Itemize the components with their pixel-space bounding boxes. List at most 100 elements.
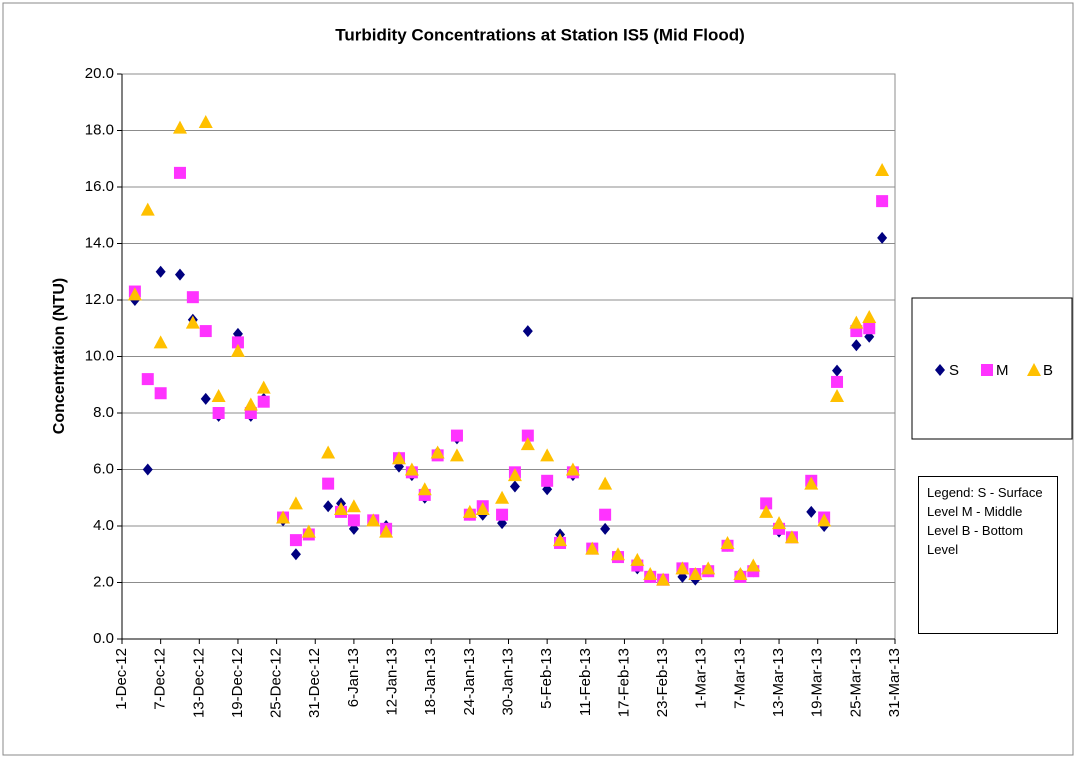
point — [851, 339, 862, 352]
point — [154, 387, 167, 400]
point — [212, 407, 225, 419]
point — [153, 335, 168, 349]
point — [806, 505, 817, 518]
x-tick-label: 31-Dec-12 — [306, 648, 323, 718]
point — [760, 497, 773, 510]
point — [862, 309, 877, 323]
y-tick-label: 4.0 — [93, 517, 114, 534]
point — [520, 437, 535, 451]
point — [186, 291, 199, 304]
y-tick-label: 16.0 — [85, 178, 114, 195]
point — [211, 389, 226, 403]
y-tick-label: 10.0 — [85, 347, 114, 364]
point — [289, 534, 302, 547]
point — [831, 375, 844, 388]
point — [379, 524, 394, 538]
point — [230, 343, 245, 357]
point — [720, 535, 735, 549]
point — [600, 522, 611, 535]
point — [540, 448, 555, 462]
point — [830, 389, 845, 403]
point — [391, 451, 406, 465]
point — [322, 477, 335, 490]
y-tick-label: 6.0 — [93, 460, 114, 477]
point — [462, 504, 477, 518]
point — [185, 315, 200, 329]
point — [301, 524, 316, 538]
point — [449, 448, 464, 462]
point — [784, 530, 799, 544]
y-axis-title: Concentration (NTU) — [51, 278, 68, 434]
point — [140, 202, 155, 216]
point — [127, 287, 142, 301]
x-tick-label: 31-Mar-13 — [886, 648, 903, 717]
x-tick-label: 13-Mar-13 — [770, 648, 787, 717]
x-tick-label: 25-Mar-13 — [847, 648, 864, 717]
point — [323, 500, 334, 513]
point — [675, 561, 690, 575]
x-tick-label: 18-Jan-13 — [422, 648, 439, 716]
point — [495, 490, 510, 504]
point — [509, 480, 520, 493]
point — [290, 548, 301, 561]
point — [430, 445, 445, 459]
x-tick-label: 7-Dec-12 — [152, 648, 169, 710]
point — [346, 499, 361, 513]
legend-label: M — [996, 362, 1009, 379]
point — [231, 336, 244, 349]
point — [599, 508, 612, 521]
y-tick-label: 18.0 — [85, 121, 114, 138]
note: Legend: S - Surface Level M - Middle Lev… — [918, 476, 1058, 634]
x-tick-label: 19-Mar-13 — [809, 648, 826, 717]
point — [688, 567, 703, 581]
point — [404, 462, 419, 476]
point — [256, 380, 271, 394]
point — [450, 429, 463, 442]
legend-marker — [935, 364, 945, 376]
x-tick-label: 23-Feb-13 — [654, 648, 671, 717]
point — [804, 476, 819, 490]
point — [475, 502, 490, 516]
point — [496, 508, 509, 521]
point — [746, 558, 761, 572]
legend-label: B — [1043, 362, 1053, 379]
point — [585, 541, 600, 555]
point — [141, 373, 154, 386]
point — [142, 463, 153, 476]
point — [200, 392, 211, 405]
point — [198, 115, 213, 129]
point — [541, 474, 554, 487]
point — [701, 561, 716, 575]
point — [173, 166, 186, 179]
point — [611, 547, 626, 561]
point — [172, 120, 187, 134]
x-tick-label: 5-Feb-13 — [538, 648, 555, 709]
point — [417, 482, 432, 496]
point — [875, 163, 890, 177]
x-tick-label: 1-Dec-12 — [113, 648, 130, 710]
point — [553, 533, 568, 547]
legend-marker — [1027, 363, 1041, 376]
point — [276, 510, 291, 524]
point — [832, 364, 843, 377]
point — [522, 325, 533, 338]
y-tick-label: 8.0 — [93, 404, 114, 421]
point — [174, 268, 185, 281]
point — [817, 513, 832, 527]
x-tick-label: 24-Jan-13 — [461, 648, 478, 716]
point — [155, 265, 166, 278]
y-tick-label: 2.0 — [93, 573, 114, 590]
x-tick-label: 19-Dec-12 — [229, 648, 246, 718]
legend-marker — [981, 364, 993, 376]
legend-label: S — [949, 362, 959, 379]
point — [199, 325, 212, 338]
point — [772, 516, 787, 530]
x-tick-label: 1-Mar-13 — [693, 648, 710, 709]
point — [877, 231, 888, 244]
point — [863, 322, 876, 335]
point — [598, 476, 613, 490]
point — [243, 397, 258, 411]
point — [849, 315, 864, 329]
